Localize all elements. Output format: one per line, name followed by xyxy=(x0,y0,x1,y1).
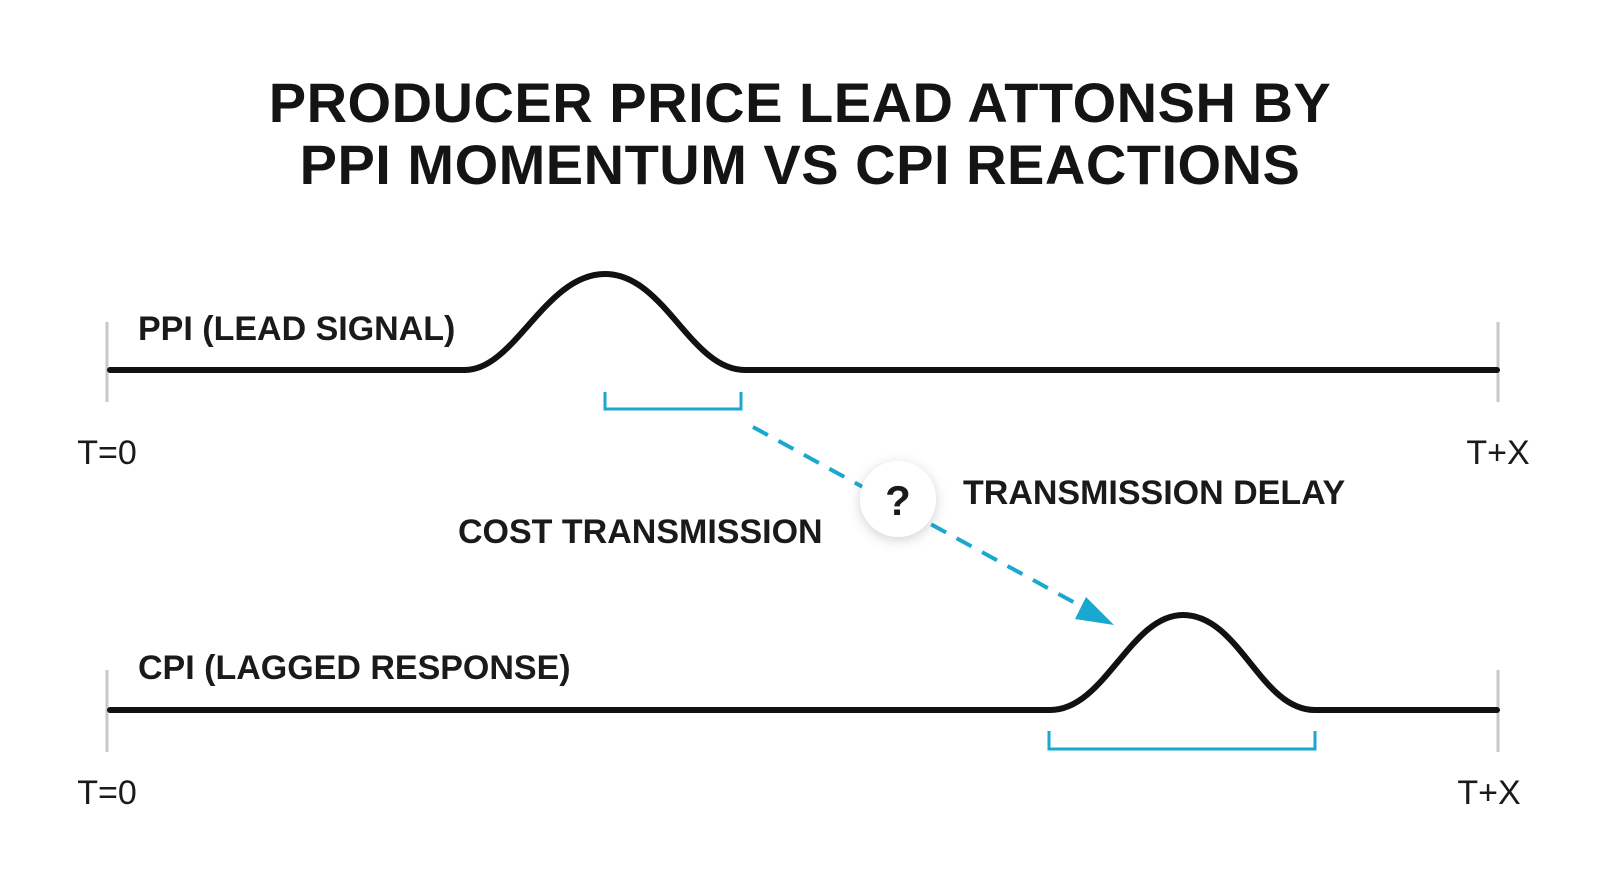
cpi-end-label: T+X xyxy=(1457,774,1520,812)
ppi-end-label: T+X xyxy=(1466,434,1529,472)
ppi-lead-bracket xyxy=(603,392,743,411)
ppi-signal-curve xyxy=(107,271,1500,373)
cpi-label: CPI (LAGGED RESPONSE) xyxy=(138,649,571,687)
transmission-link: ? COST TRANSMISSION TRANSMISSION DELAY xyxy=(458,425,1346,625)
transmission-delay-label: TRANSMISSION DELAY xyxy=(963,474,1346,512)
ppi-start-label: T=0 xyxy=(77,434,137,472)
question-badge xyxy=(860,461,936,537)
cpi-start-label: T=0 xyxy=(77,774,137,812)
cpi-signal-curve xyxy=(107,612,1500,713)
question-mark-icon: ? xyxy=(885,477,911,524)
title-line-1: PRODUCER PRICE LEAD ATTONSH BY xyxy=(268,71,1332,134)
ppi-timeline: PPI (LEAD SIGNAL) T=0 T+X xyxy=(77,271,1530,472)
cost-transmission-label: COST TRANSMISSION xyxy=(458,513,823,551)
arrow-head-icon xyxy=(1075,597,1114,625)
diagram-title: PRODUCER PRICE LEAD ATTONSH BY PPI MOMEN… xyxy=(0,72,1600,196)
ppi-label: PPI (LEAD SIGNAL) xyxy=(138,310,455,348)
cpi-timeline: CPI (LAGGED RESPONSE) T=0 T+X xyxy=(77,612,1521,812)
title-line-2: PPI MOMENTUM VS CPI REACTIONS xyxy=(299,133,1301,196)
cpi-lag-bracket xyxy=(1047,731,1317,751)
